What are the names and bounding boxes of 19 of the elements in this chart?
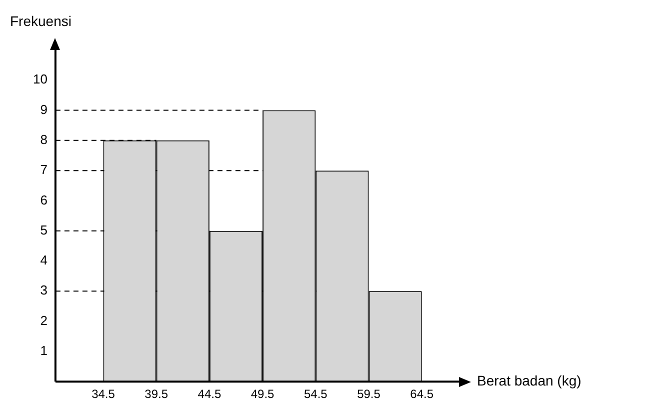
y-tick-label: 7 xyxy=(40,162,48,178)
x-tick-label: 49.5 xyxy=(250,387,275,402)
x-tick-label: 64.5 xyxy=(410,387,434,402)
y-tick-label: 6 xyxy=(40,192,48,208)
y-tick-label: 4 xyxy=(40,252,48,268)
x-tick-label: 39.5 xyxy=(144,387,168,402)
y-tick-label: 9 xyxy=(40,102,48,117)
y-tick-label: 8 xyxy=(40,132,48,148)
x-tick-label: 44.5 xyxy=(198,387,222,402)
y-tick-label: 10 xyxy=(32,72,48,87)
x-tick-label: 34.5 xyxy=(92,387,116,402)
y-tick-label: 2 xyxy=(40,312,48,328)
x-tick-label: 59.5 xyxy=(357,387,381,402)
x-axis-title: Berat badan (kg) xyxy=(477,372,582,388)
y-tick-label: 1 xyxy=(40,343,48,358)
x-tick-label: 54.5 xyxy=(304,387,328,402)
y-tick-label: 5 xyxy=(40,222,48,238)
y-tick-label: 3 xyxy=(40,282,48,298)
y-axis-title: Frekuensi xyxy=(10,12,72,29)
